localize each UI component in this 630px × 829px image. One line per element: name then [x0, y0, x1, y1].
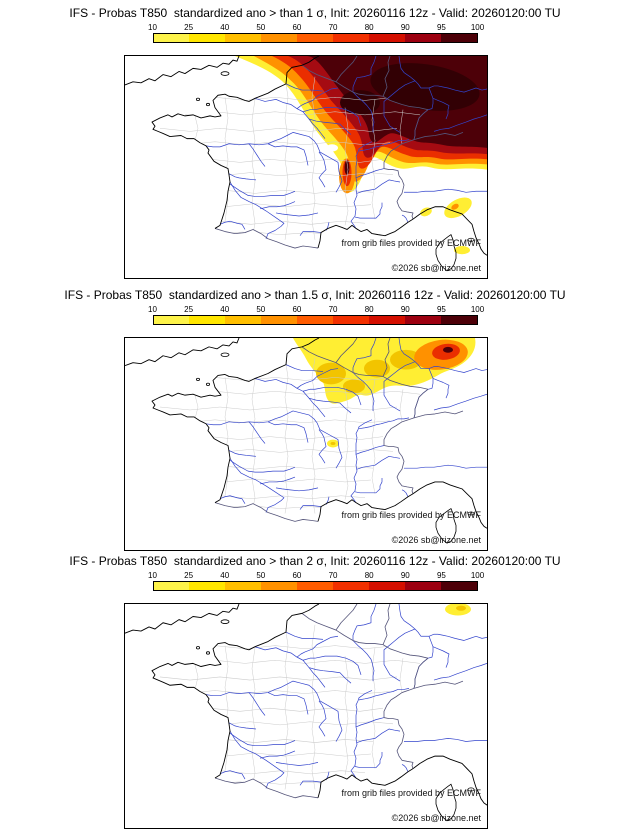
colorbar-tick: 25: [184, 23, 194, 32]
colorbar-tick: 60: [292, 571, 302, 580]
france-map-svg: [125, 56, 487, 278]
colorbar-tick: 40: [220, 571, 230, 580]
colorbar-tick: 10: [148, 23, 157, 32]
colorbar-tick: 50: [256, 305, 266, 314]
france-map-svg: [125, 604, 487, 828]
colorbar-tick: 80: [364, 571, 374, 580]
panel-prob-gt-1sigma: IFS - Probas T850 standardized ano > tha…: [0, 0, 630, 282]
credit-copyright: ©2026 sb@irizone.net: [391, 813, 481, 823]
colorbar-gradient: [152, 315, 478, 325]
colorbar-tick: 60: [292, 23, 302, 32]
colorbar-tick-labels: 10 25 40 50 60 70 80 90 95 100: [148, 305, 484, 315]
colorbar-tick: 10: [148, 571, 157, 580]
map-france-2sigma: from grib files provided by ECMWF ©2026 …: [124, 603, 488, 829]
france-map-svg: [125, 338, 487, 550]
colorbar-tick: 100: [470, 305, 485, 314]
probability-overlay: [445, 604, 471, 616]
credit-ecmwf: from grib files provided by ECMWF: [341, 238, 481, 248]
colorbar-tick: 80: [364, 305, 374, 314]
colorbar-tick: 70: [328, 305, 338, 314]
colorbar-gradient: [152, 33, 478, 43]
panel-title: IFS - Probas T850 standardized ano > tha…: [64, 288, 566, 302]
probability-colorbar: 10 25 40 50 60 70 80 90 95 100: [148, 305, 484, 325]
map-france-1.5sigma: from grib files provided by ECMWF ©2026 …: [124, 337, 488, 551]
colorbar-tick: 95: [436, 571, 446, 580]
colorbar-tick: 50: [256, 23, 266, 32]
colorbar-tick: 10: [148, 305, 157, 314]
colorbar-tick: 50: [256, 571, 266, 580]
panel-prob-gt-2sigma: IFS - Probas T850 standardized ano > tha…: [0, 548, 630, 829]
panel-title: IFS - Probas T850 standardized ano > tha…: [69, 6, 561, 20]
colorbar-tick: 40: [220, 305, 230, 314]
probability-overlay: [293, 338, 476, 448]
credit-copyright: ©2026 sb@irizone.net: [391, 263, 481, 273]
colorbar-tick: 25: [184, 305, 194, 314]
colorbar-tick-labels: 10 25 40 50 60 70 80 90 95 100: [148, 23, 484, 33]
colorbar-gradient: [152, 581, 478, 591]
colorbar-tick: 90: [400, 571, 410, 580]
credit-ecmwf: from grib files provided by ECMWF: [341, 510, 481, 520]
map-france-1sigma: from grib files provided by ECMWF ©2026 …: [124, 55, 488, 279]
colorbar-tick-labels: 10 25 40 50 60 70 80 90 95 100: [148, 571, 484, 581]
colorbar-tick: 100: [470, 571, 485, 580]
credit-copyright: ©2026 sb@irizone.net: [391, 535, 481, 545]
colorbar-tick: 60: [292, 305, 302, 314]
colorbar-tick: 90: [400, 305, 410, 314]
colorbar-tick: 80: [364, 23, 374, 32]
colorbar-tick: 100: [470, 23, 485, 32]
colorbar-tick: 70: [328, 571, 338, 580]
colorbar-tick: 40: [220, 23, 230, 32]
colorbar-tick: 95: [436, 305, 446, 314]
probability-overlay: [235, 56, 487, 255]
colorbar-tick: 90: [400, 23, 410, 32]
colorbar-tick: 25: [184, 571, 194, 580]
probability-colorbar: 10 25 40 50 60 70 80 90 95 100: [148, 23, 484, 43]
colorbar-tick: 70: [328, 23, 338, 32]
panel-title: IFS - Probas T850 standardized ano > tha…: [69, 554, 561, 568]
colorbar-tick: 95: [436, 23, 446, 32]
credit-ecmwf: from grib files provided by ECMWF: [341, 788, 481, 798]
panel-prob-gt-1.5sigma: IFS - Probas T850 standardized ano > tha…: [0, 282, 630, 551]
probability-colorbar: 10 25 40 50 60 70 80 90 95 100: [148, 571, 484, 591]
